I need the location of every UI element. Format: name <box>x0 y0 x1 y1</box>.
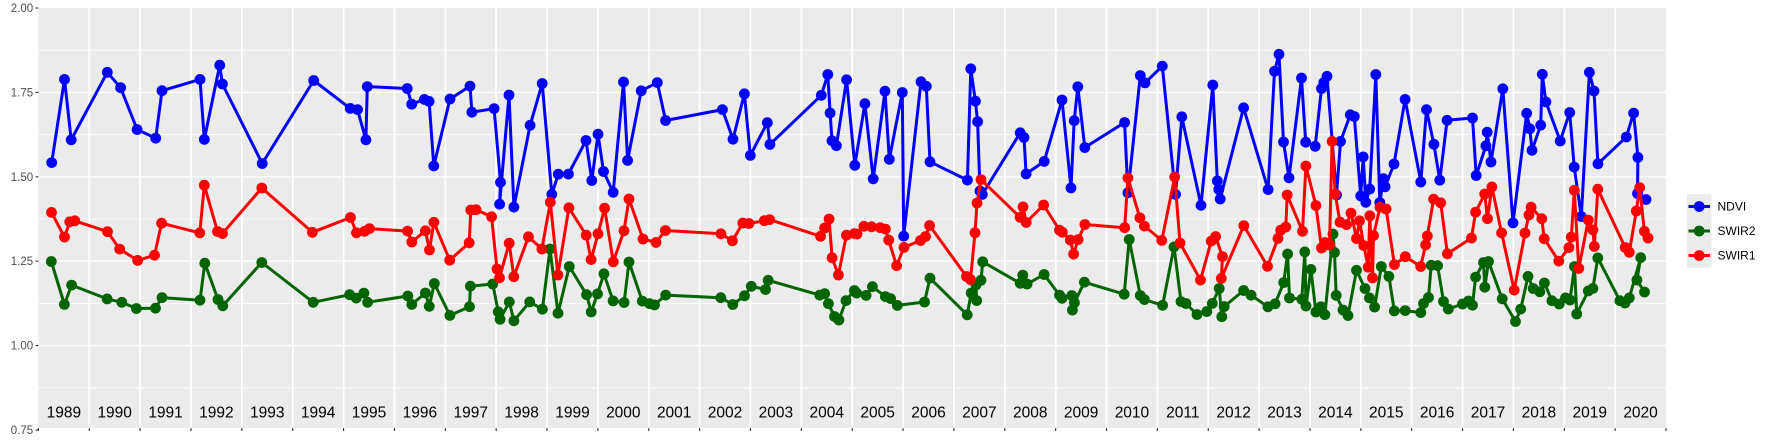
svg-text:2000: 2000 <box>606 405 641 422</box>
svg-text:2007: 2007 <box>962 405 996 422</box>
svg-text:1989: 1989 <box>47 405 81 422</box>
svg-text:2002: 2002 <box>708 405 742 422</box>
svg-text:1.00: 1.00 <box>11 341 33 353</box>
svg-text:SWIR2: SWIR2 <box>1718 224 1756 238</box>
svg-text:2009: 2009 <box>1064 405 1098 422</box>
svg-text:2015: 2015 <box>1369 405 1403 422</box>
svg-text:2011: 2011 <box>1166 405 1199 422</box>
svg-text:1995: 1995 <box>352 405 386 422</box>
svg-text:2001: 2001 <box>657 405 691 422</box>
svg-text:1991: 1991 <box>148 405 182 422</box>
svg-text:NDVI: NDVI <box>1718 200 1747 214</box>
svg-text:SWIR1: SWIR1 <box>1718 249 1756 263</box>
svg-text:1.75: 1.75 <box>11 87 33 99</box>
svg-text:2005: 2005 <box>860 405 894 422</box>
svg-text:1.25: 1.25 <box>11 256 33 268</box>
svg-text:0.75: 0.75 <box>11 425 33 437</box>
svg-text:1997: 1997 <box>453 405 487 422</box>
svg-text:2018: 2018 <box>1522 405 1556 422</box>
svg-text:2003: 2003 <box>759 405 793 422</box>
svg-text:2012: 2012 <box>1216 405 1250 422</box>
svg-text:1996: 1996 <box>403 405 437 422</box>
svg-text:2019: 2019 <box>1572 405 1606 422</box>
svg-text:2010: 2010 <box>1115 405 1150 422</box>
svg-text:1994: 1994 <box>301 405 336 422</box>
svg-text:2.00: 2.00 <box>11 3 33 15</box>
svg-text:2016: 2016 <box>1420 405 1454 422</box>
svg-text:1.50: 1.50 <box>11 172 33 184</box>
svg-text:2017: 2017 <box>1471 405 1505 422</box>
svg-text:1992: 1992 <box>199 405 233 422</box>
svg-text:1990: 1990 <box>97 405 132 422</box>
svg-text:2013: 2013 <box>1267 405 1301 422</box>
svg-text:1999: 1999 <box>555 405 589 422</box>
svg-text:1993: 1993 <box>250 405 284 422</box>
svg-text:2008: 2008 <box>1013 405 1047 422</box>
svg-text:2020: 2020 <box>1623 405 1658 422</box>
svg-text:2004: 2004 <box>810 405 845 422</box>
svg-text:2014: 2014 <box>1318 405 1353 422</box>
svg-text:1998: 1998 <box>504 405 538 422</box>
svg-text:2006: 2006 <box>911 405 945 422</box>
